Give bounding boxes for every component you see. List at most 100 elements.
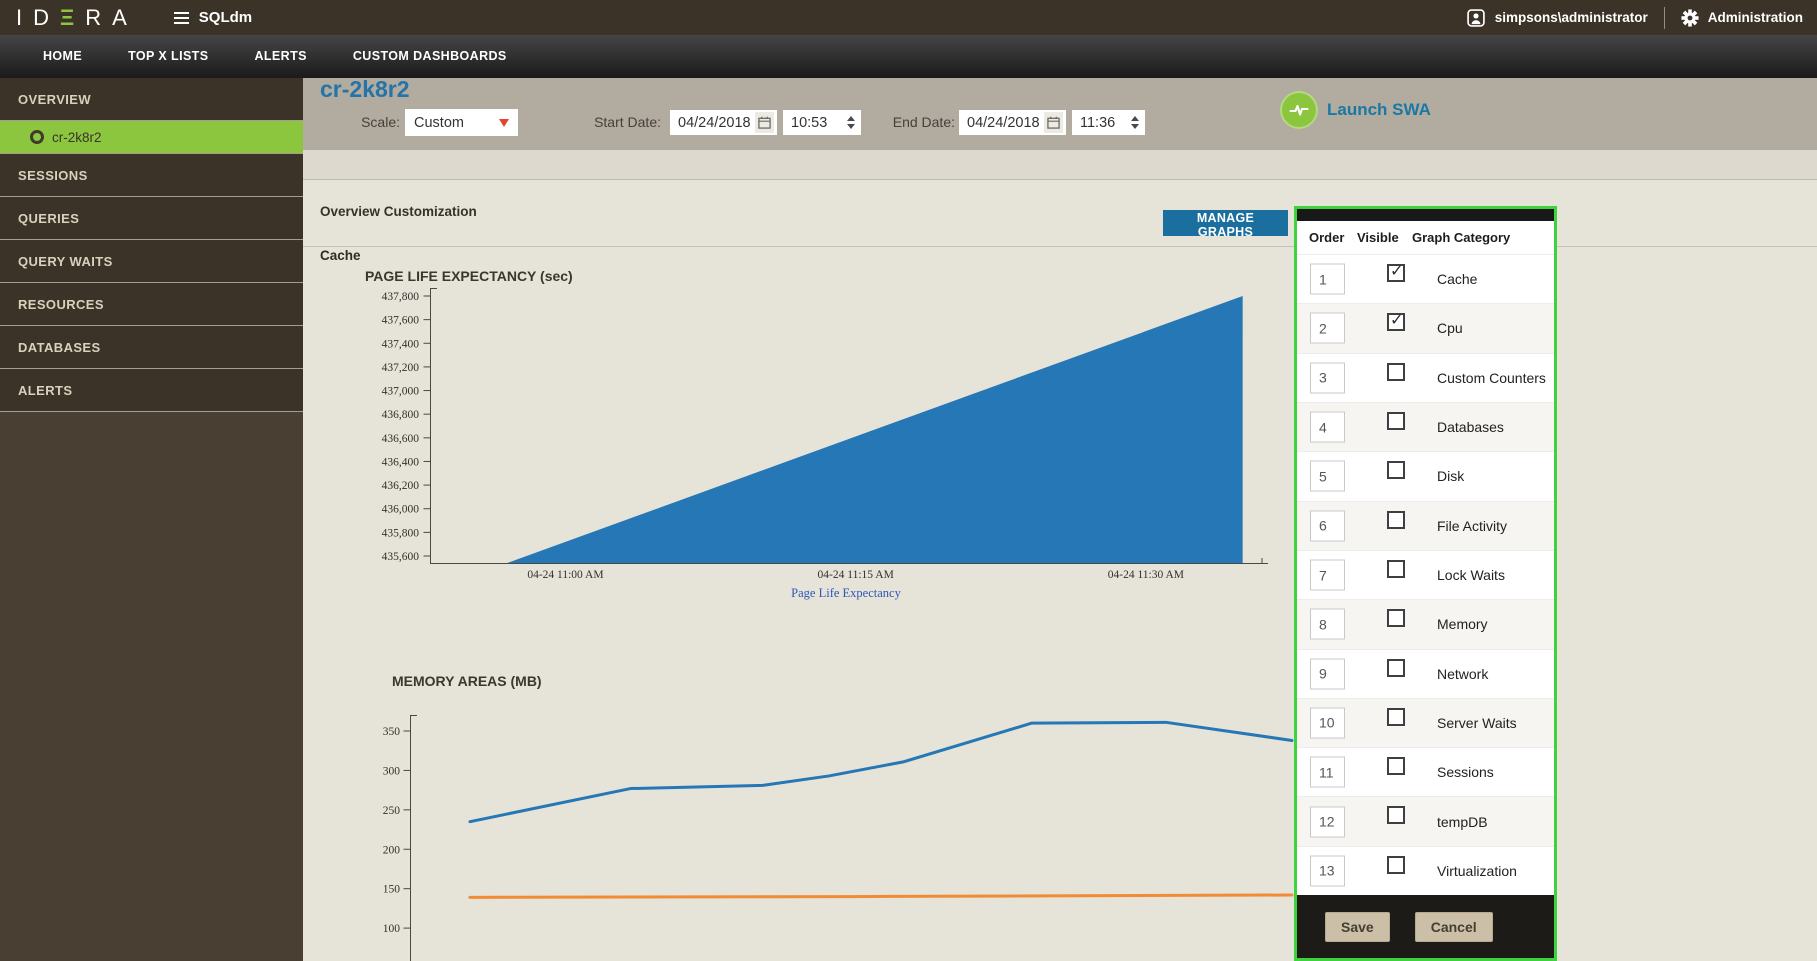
visible-checkbox[interactable]	[1387, 362, 1405, 381]
user-icon	[1466, 8, 1486, 28]
svg-text:437,200: 437,200	[382, 362, 420, 374]
visible-checkbox[interactable]	[1387, 310, 1405, 332]
graph-row-custom-counters: Custom Counters	[1297, 352, 1554, 402]
sidebar-server-cr-2k8r2[interactable]: cr-2k8r2	[0, 121, 303, 154]
graph-category-label: Lock Waits	[1437, 567, 1505, 584]
visible-checkbox[interactable]	[1387, 757, 1405, 776]
administration-link[interactable]: Administration	[1707, 10, 1803, 25]
dropdown-arrow-icon	[499, 118, 509, 127]
svg-text:435,600: 435,600	[382, 551, 420, 563]
graph-category-label: Server Waits	[1437, 714, 1517, 731]
current-user[interactable]: simpsons\administrator	[1494, 10, 1648, 25]
svg-text:437,600: 437,600	[382, 315, 420, 327]
graph-row-memory: Memory	[1297, 599, 1554, 649]
sidebar-item-resources[interactable]: RESOURCES	[0, 283, 303, 326]
visible-checkbox[interactable]	[1387, 609, 1405, 628]
sidebar-item-queries[interactable]: QUERIES	[0, 197, 303, 240]
visible-checkbox[interactable]	[1387, 510, 1405, 529]
sidebar-item-alerts[interactable]: ALERTS	[0, 369, 303, 412]
svg-text:300: 300	[383, 765, 401, 777]
cache-section-label: Cache	[320, 248, 361, 263]
svg-text:250: 250	[383, 805, 401, 817]
hamburger-menu-icon[interactable]	[173, 11, 189, 24]
order-input[interactable]	[1310, 263, 1345, 295]
order-input[interactable]	[1310, 608, 1345, 640]
order-input[interactable]	[1310, 559, 1345, 591]
visible-checkbox[interactable]	[1387, 461, 1405, 480]
visible-checkbox[interactable]	[1387, 658, 1405, 677]
customization-toolbar: Overview Customization MANAGE GRAPHS	[303, 180, 1817, 247]
graph-category-label: Virtualization	[1437, 862, 1517, 879]
sidebar-item-overview[interactable]: OVERVIEW	[0, 78, 303, 121]
end-time-inputbox	[1072, 110, 1145, 135]
graph-category-rows: Cache Cpu Custom Counters Databases Disk File…	[1297, 254, 1554, 896]
visible-checkbox[interactable]	[1387, 411, 1405, 430]
launch-swa-icon	[1280, 91, 1318, 129]
scale-label: Scale:	[361, 114, 400, 130]
cancel-button[interactable]: Cancel	[1414, 911, 1493, 942]
graph-row-network: Network	[1297, 648, 1554, 698]
sidebar-item-sessions[interactable]: SESSIONS	[0, 154, 303, 197]
nav-item-custom-dashboards[interactable]: CUSTOM DASHBOARDS	[352, 49, 507, 63]
visible-checkbox[interactable]	[1387, 707, 1405, 726]
server-status-icon	[30, 130, 44, 144]
launch-swa-button[interactable]: Launch SWA	[1280, 91, 1431, 129]
panel-footer: Save Cancel	[1297, 895, 1554, 958]
panel-top-strip	[1297, 209, 1554, 221]
graph-row-disk: Disk	[1297, 451, 1554, 501]
sidebar: OVERVIEW cr-2k8r2 SESSIONS QUERIES QUERY WAI…	[0, 78, 303, 961]
order-input[interactable]	[1310, 855, 1345, 887]
server-name-label: cr-2k8r2	[52, 129, 102, 145]
nav-item-alerts[interactable]: ALERTS	[254, 49, 307, 63]
gear-icon	[1681, 8, 1699, 27]
start-time-input[interactable]	[791, 114, 844, 131]
sidebar-item-query-waits[interactable]: QUERY WAITS	[0, 240, 303, 283]
visible-checkbox[interactable]	[1387, 806, 1405, 825]
manage-graphs-button[interactable]: MANAGE GRAPHS	[1163, 210, 1288, 239]
topbar-divider	[1663, 6, 1665, 29]
nav-item-top-x-lists[interactable]: TOP X LISTS	[128, 49, 209, 63]
time-spinner[interactable]	[1128, 116, 1142, 129]
svg-text:436,200: 436,200	[382, 480, 420, 492]
logo-letter: D	[33, 4, 50, 30]
sidebar-item-databases[interactable]: DATABASES	[0, 326, 303, 369]
graph-row-sessions: Sessions	[1297, 747, 1554, 797]
calendar-icon[interactable]	[755, 112, 774, 133]
calendar-icon[interactable]	[1044, 112, 1063, 133]
graph-category-label: Network	[1437, 665, 1489, 682]
order-input[interactable]	[1310, 411, 1345, 443]
scale-select[interactable]: Custom	[405, 109, 518, 136]
time-spinner[interactable]	[844, 116, 858, 129]
topbar-right: simpsons\administrator Administration	[1466, 0, 1803, 35]
order-input[interactable]	[1310, 460, 1345, 492]
save-button[interactable]: Save	[1325, 911, 1390, 942]
manage-graphs-panel: Order Visible Graph Category Cache Cpu Cus…	[1294, 206, 1557, 961]
app-name: SQLdm	[198, 9, 253, 26]
visible-checkbox[interactable]	[1387, 855, 1405, 874]
order-input[interactable]	[1310, 312, 1345, 344]
end-time-input[interactable]	[1080, 114, 1128, 131]
end-date-input[interactable]	[967, 114, 1044, 131]
svg-text:350: 350	[383, 726, 401, 738]
svg-text:437,800: 437,800	[382, 291, 420, 303]
graph-category-label: Disk	[1437, 468, 1465, 485]
start-date-input[interactable]	[678, 114, 755, 131]
nav-item-home[interactable]: HOME	[43, 49, 83, 63]
page-life-expectancy-chart: PAGE LIFE EXPECTANCY (sec) 437,800 437,600…	[365, 268, 1268, 600]
order-input[interactable]	[1310, 756, 1345, 788]
visible-checkbox[interactable]	[1387, 559, 1405, 578]
start-date-inputbox	[670, 110, 777, 135]
visible-checkbox[interactable]	[1387, 261, 1405, 282]
svg-text:04-24 11:30 AM: 04-24 11:30 AM	[1108, 569, 1184, 581]
order-input[interactable]	[1310, 707, 1345, 739]
order-input[interactable]	[1310, 658, 1345, 690]
svg-text:435,800: 435,800	[382, 527, 420, 539]
column-header-order: Order	[1309, 230, 1345, 245]
order-input[interactable]	[1310, 510, 1345, 542]
main-nav: HOME TOP X LISTS ALERTS CUSTOM DASHBOARDS	[0, 35, 1817, 78]
order-input[interactable]	[1310, 362, 1345, 394]
order-input[interactable]	[1310, 806, 1345, 838]
